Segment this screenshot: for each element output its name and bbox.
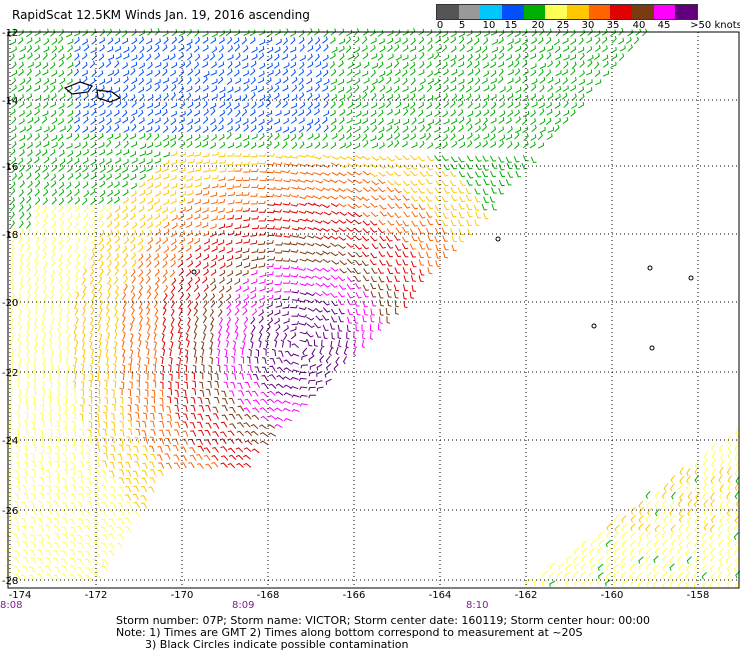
storm-info-line: Storm number: 07P; Storm name: VICTOR; S… [116,614,650,627]
contamination-note-line: 3) Black Circles indicate possible conta… [145,638,409,651]
lat-tick-label: -28 [2,576,18,587]
legend-color-2 [480,5,503,19]
lat-tick-label: -14 [2,96,18,107]
legend-color-3 [502,5,524,19]
lat-tick-label: -16 [2,162,18,173]
lat-tick-label: -26 [2,506,18,517]
axis-labels: -174 -172 -170 -168 -166 -164 -162 -160 -158 -12 -… [2,28,709,600]
legend-color-1 [458,5,481,19]
legend-color-4 [523,5,546,19]
lat-tick-label: -20 [2,298,18,309]
legend-labels: 0 5 10 15 20 25 30 35 40 45 >50 knots [0,20,740,34]
legend-label: 0 [436,20,444,31]
legend-label: >50 knots [690,20,740,31]
legend-label: 30 [581,20,595,31]
legend-color-7 [588,5,611,19]
legend-label: 35 [606,20,620,31]
legend-color-11 [675,5,698,19]
legend-color-0 [437,5,459,19]
lon-tick-label: -174 [9,590,32,600]
legend-color-8 [610,5,633,19]
legend-label: 10 [482,20,496,31]
islands [63,81,694,351]
legend-color-5 [545,5,568,19]
lat-tick-label: -18 [2,230,18,241]
time-label-2: 8:09 [232,600,255,611]
note-line: Note: 1) Times are GMT 2) Times along bo… [116,626,583,639]
legend-label: 40 [632,20,646,31]
legend-label: 25 [556,20,570,31]
lon-tick-label: -168 [257,590,280,600]
lon-tick-label: -160 [601,590,624,600]
lat-lon-grid [8,31,740,588]
legend-label: 15 [504,20,518,31]
lon-tick-label: -158 [687,590,710,600]
wind-barbs [4,27,740,589]
legend-color-9 [632,5,654,19]
map-frame [7,31,740,589]
time-label-3: 8:10 [466,600,489,611]
legend-label: 20 [531,20,545,31]
legend-color-6 [567,5,589,19]
lat-tick-label: -24 [2,436,18,447]
legend-color-10 [653,5,676,19]
lon-tick-label: -162 [515,590,538,600]
time-label-1: 8:08 [0,600,23,611]
wind-map: -174 -172 -170 -168 -166 -164 -162 -160 -158 -12 -… [2,27,740,600]
wind-speed-legend [436,4,698,20]
legend-label: 45 [657,20,671,31]
map-title: RapidScat 12.5KM Winds Jan. 19, 2016 asc… [12,8,310,22]
lon-tick-label: -166 [343,590,366,600]
lon-tick-label: -172 [85,590,108,600]
lon-tick-label: -164 [429,590,452,600]
lat-tick-label: -22 [2,368,18,379]
lat-tick-label: -12 [2,28,18,39]
legend-label: 5 [458,20,466,31]
lon-tick-label: -170 [171,590,194,600]
